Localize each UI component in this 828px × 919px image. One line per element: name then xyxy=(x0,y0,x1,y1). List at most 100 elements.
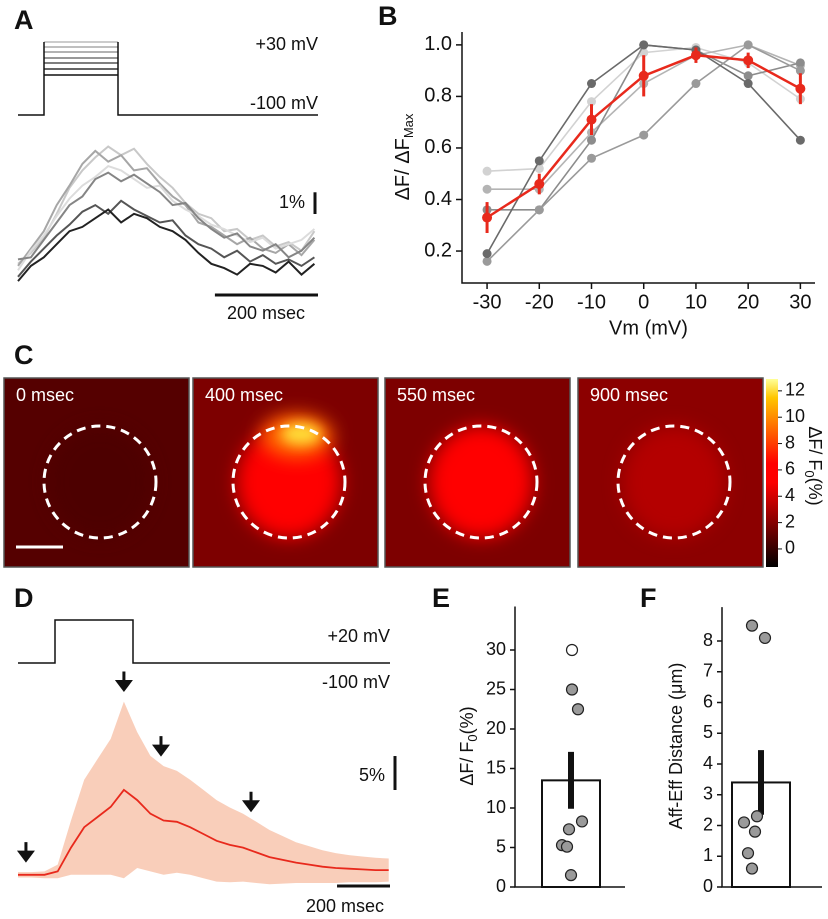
y-tick-label: 4 xyxy=(703,753,713,773)
marker xyxy=(639,130,649,140)
frame-label: 900 msec xyxy=(590,385,668,405)
blob xyxy=(48,426,152,538)
colorbar-tick-label: 6 xyxy=(785,459,795,479)
x-tick-label: 0 xyxy=(638,291,649,313)
colorbar-tick-label: 10 xyxy=(785,406,805,426)
marker xyxy=(795,135,805,145)
label-part: 0 xyxy=(802,470,817,477)
step-protocol-d xyxy=(18,619,390,664)
marker xyxy=(587,97,597,107)
frame-border xyxy=(192,377,379,568)
label-part: ΔF/ F xyxy=(805,426,825,470)
frame-border xyxy=(577,377,764,568)
y-axis-label: Aff-Eff Distance (μm) xyxy=(666,663,686,830)
y-tick-label: 10 xyxy=(486,797,506,817)
x-tick-label: -20 xyxy=(525,291,554,313)
y-axis-label: ΔF/ F0(%) xyxy=(457,706,481,785)
x-axis-label: Vm (mV) xyxy=(609,317,688,339)
step-label: -100 mV xyxy=(250,93,318,113)
data-point xyxy=(750,810,764,823)
heatmap-frame xyxy=(578,378,763,567)
data-point xyxy=(565,683,579,696)
data-point xyxy=(560,840,574,853)
trace xyxy=(17,208,316,282)
y-tick-label: 30 xyxy=(486,639,506,659)
y-tick-label: 5 xyxy=(703,722,713,742)
arrow xyxy=(114,671,133,693)
marker xyxy=(482,184,492,194)
roi-circle xyxy=(423,424,539,540)
marker xyxy=(743,55,754,66)
arrow xyxy=(16,842,35,863)
roi-circle xyxy=(42,424,158,540)
marker xyxy=(586,114,597,125)
blob xyxy=(622,426,726,538)
label-part: (%) xyxy=(805,478,825,506)
y-tick-label: 8 xyxy=(703,630,713,650)
y-tick-label: 15 xyxy=(486,757,506,777)
y-tick-label: 2 xyxy=(703,814,713,834)
y-tick-label: 0.8 xyxy=(424,85,452,107)
marker xyxy=(638,70,649,81)
scale-bar-label: 1% xyxy=(279,192,305,212)
y-tick-label: 1.0 xyxy=(424,33,452,55)
y-tick-label: 0.2 xyxy=(424,239,452,261)
marker xyxy=(743,40,753,50)
x-tick-label: -30 xyxy=(473,291,502,313)
marker xyxy=(482,256,492,266)
trace xyxy=(17,171,316,261)
step-label: -100 mV xyxy=(322,672,390,692)
arrow xyxy=(242,791,261,813)
trace xyxy=(17,164,316,271)
marker xyxy=(690,50,701,61)
marker xyxy=(534,205,544,215)
y-tick-label: 20 xyxy=(486,718,506,738)
y-tick-label: 0 xyxy=(496,876,506,896)
step-label: +20 mV xyxy=(327,626,390,646)
data-point xyxy=(741,847,755,860)
marker xyxy=(482,249,492,259)
y-tick-label: 0.6 xyxy=(424,136,452,158)
data-point xyxy=(564,869,578,882)
y-tick-label: 0 xyxy=(703,876,713,896)
colorbar-label: ΔF/ F0(%) xyxy=(802,426,826,505)
data-point xyxy=(575,815,589,828)
data-point xyxy=(745,619,759,632)
trace xyxy=(17,199,315,278)
data-point xyxy=(562,823,576,836)
scale-bar-label: 200 msec xyxy=(227,303,305,323)
panel-letter: B xyxy=(378,1,398,31)
colorbar xyxy=(766,379,778,567)
marker xyxy=(482,166,492,176)
mean-trace xyxy=(18,788,389,876)
scale-bar-label: 5% xyxy=(359,765,385,785)
heatmap-frame xyxy=(385,378,570,567)
x-tick-label: 10 xyxy=(685,291,707,313)
marker xyxy=(795,83,806,94)
frame-border xyxy=(3,377,190,568)
y-tick-label: 3 xyxy=(703,784,713,804)
data-point xyxy=(737,816,751,829)
data-point xyxy=(565,643,579,657)
error-band xyxy=(18,701,389,885)
y-tick-label: 0.4 xyxy=(424,188,452,210)
marker xyxy=(534,179,545,190)
frame-label: 550 msec xyxy=(397,385,475,405)
label-part: ΔF/ F xyxy=(457,742,477,786)
y-tick-label: 6 xyxy=(703,691,713,711)
data-point xyxy=(571,703,585,716)
data-point xyxy=(745,862,759,875)
colorbar-tick-label: 8 xyxy=(785,432,795,452)
hotspot xyxy=(281,423,321,445)
blob xyxy=(429,426,533,538)
colorbar-tick-label: 4 xyxy=(785,485,795,505)
y-tick-label: 5 xyxy=(496,836,506,856)
x-tick-label: 30 xyxy=(789,291,811,313)
label-part: 0 xyxy=(465,734,480,741)
panel-letter: A xyxy=(14,5,34,35)
y-axis-label: ΔF/ ΔFMax xyxy=(392,113,416,200)
frame-label: 400 msec xyxy=(205,385,283,405)
panel-letter: C xyxy=(14,340,34,370)
marker xyxy=(639,40,649,50)
